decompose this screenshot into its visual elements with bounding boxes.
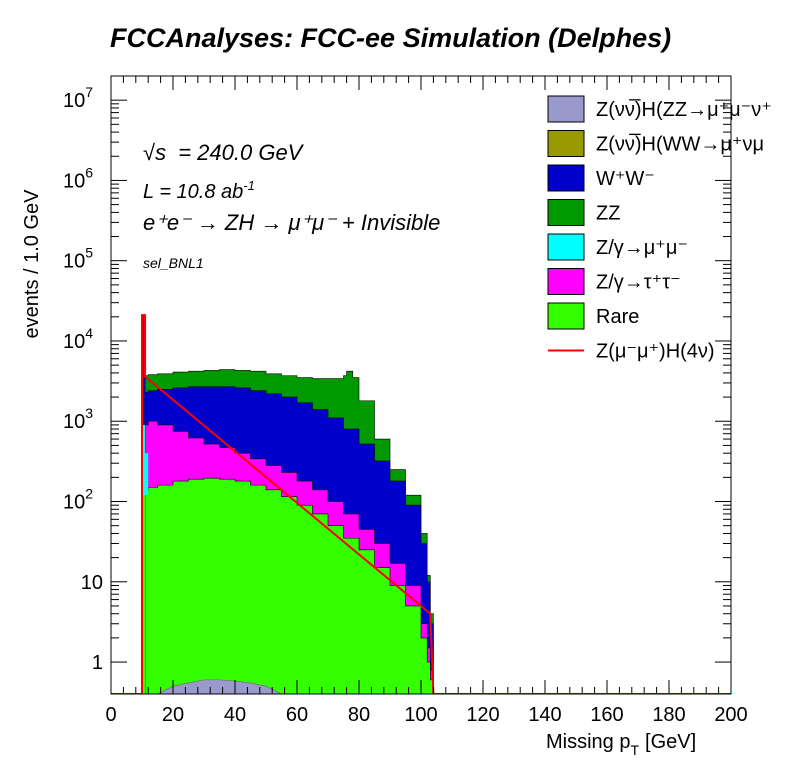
annotation-sqrt-s: √s = 240.0 GeV [143,140,305,165]
legend-swatch [547,199,585,226]
y-tick-exp: 5 [85,245,93,261]
plot-area [111,314,731,694]
signal-line [111,314,731,694]
x-tick-label: 200 [714,704,747,726]
y-tick-exp: 2 [85,486,93,502]
x-tick-label: 140 [528,704,561,726]
legend-entry-7: Z(μ⁻μ⁺)H(4ν) [548,341,715,363]
legend-label: Z/γ→τ⁺τ⁻ [596,272,681,294]
annotation-process: e⁺e⁻ → ZH → μ⁺μ⁻ + Invisible [143,210,440,235]
y-tick-label: 103 [63,405,93,433]
lumi-value: L = 10.8 ab [143,181,243,203]
legend-label: W⁺W⁻ [596,168,655,190]
y-tick-label: 1 [92,652,103,674]
y-tick-label: 102 [63,486,93,514]
legend-entry-5: Z/γ→τ⁺τ⁻ [547,268,681,295]
signal-zz-bump [157,679,282,694]
x-tick-label: 100 [404,704,437,726]
legend-swatch [547,95,585,123]
legend-label: ZZ [596,203,620,225]
legend: Z(νν̅)H(ZZ→μ⁺μ⁻ν⁺ Z(νν̅)H(WW→μ⁺νμ W⁺W⁻ ZZ Z/… [547,95,772,363]
lumi-exp: -1 [243,178,255,193]
y-tick-label: 104 [63,325,93,353]
legend-label: Z(νν̅)H(ZZ→μ⁺μ⁻ν⁺ [596,98,772,121]
series-zgamma-mumu-sliver [142,453,149,496]
x-tick-label: 60 [286,704,308,726]
legend-label: Z/γ→μ⁺μ⁻ [596,237,688,259]
y-tick-base: 10 [63,492,85,514]
y-tick-label: 107 [63,84,93,112]
sqrt-s-value: = 240.0 GeV [178,140,304,165]
x-tick-label: 20 [162,704,184,726]
y-tick-base: 10 [63,170,85,192]
annotation-selection: sel_BNL1 [143,255,204,271]
spike-bar-rare [142,492,146,694]
legend-label: Rare [596,306,639,328]
y-tick-label: 106 [63,164,93,192]
y-axis-label: events / 1.0 GeV [21,189,43,339]
x-tick-label: 80 [348,704,370,726]
legend-entry-1: Z(νν̅)H(WW→μ⁺νμ [547,130,764,157]
annotations: √s = 240.0 GeV L = 10.8 ab-1 e⁺e⁻ → ZH →… [143,140,440,271]
y-tick-exp: 3 [85,405,93,421]
axes: 0 20 40 60 80 100 120 140 160 180 2001101021031041… [63,75,748,726]
y-tick-base: 10 [63,331,85,353]
x-tick-label: 180 [652,704,685,726]
legend-entry-4: Z/γ→μ⁺μ⁻ [547,233,688,261]
x-tick-label: 160 [590,704,623,726]
legend-swatch [547,233,585,261]
legend-label: Z(νν̅)H(WW→μ⁺νμ [596,133,764,156]
annotation-lumi: L = 10.8 ab-1 [143,178,255,203]
y-tick-base: 10 [63,90,85,112]
x-axis-label-main: Missing p [546,731,630,753]
x-axis-label-sub: T [630,742,639,758]
legend-swatch [547,164,585,192]
legend-entry-2: W⁺W⁻ [547,164,655,192]
legend-label: Z(μ⁻μ⁺)H(4ν) [596,341,715,363]
x-axis-label-unit: [GeV] [645,731,696,753]
legend-entry-6: Rare [547,302,639,330]
sqrt-symbol: √ [143,140,156,165]
plot-series-group [111,314,731,694]
y-tick-label: 105 [63,245,93,273]
legend-swatch [547,268,585,295]
y-tick-label: 10 [81,572,103,594]
legend-entry-3: ZZ [547,199,620,226]
x-tick-label: 0 [105,704,116,726]
sqrt-s-var: s [155,140,166,165]
y-tick-base: 10 [63,411,85,433]
x-tick-label: 40 [224,704,246,726]
y-tick-base: 10 [63,251,85,273]
x-tick-label: 120 [466,704,499,726]
legend-entry-0: Z(νν̅)H(ZZ→μ⁺μ⁻ν⁺ [547,95,772,123]
y-tick-exp: 6 [85,164,93,180]
x-axis-label: Missing pT [GeV] [546,731,696,758]
legend-swatch [547,302,585,330]
chart-title: FCCAnalyses: FCC-ee Simulation (Delphes) [110,23,671,53]
y-tick-exp: 7 [85,84,93,100]
y-tick-exp: 4 [85,325,93,341]
legend-swatch [547,130,585,157]
